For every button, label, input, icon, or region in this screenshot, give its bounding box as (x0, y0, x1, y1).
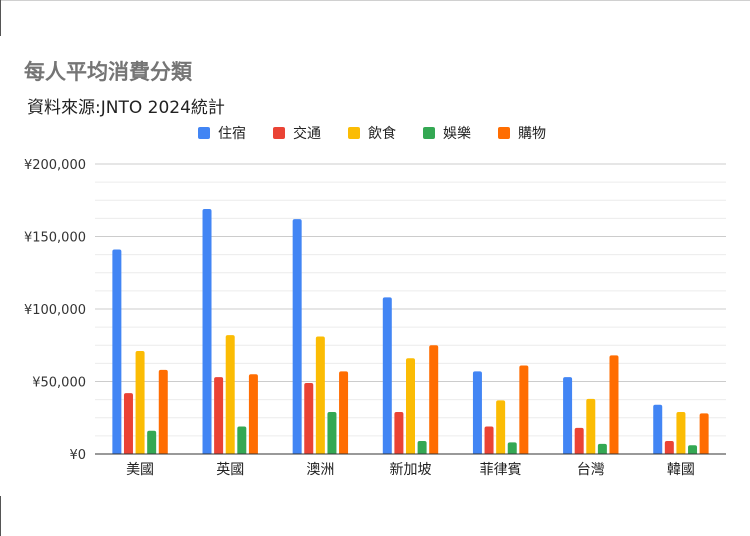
legend-label: 住宿 (218, 125, 246, 142)
bar-購物-澳洲 (339, 371, 349, 454)
y-tick-label: ¥150,000 (24, 231, 86, 246)
bar-交通-菲律賓 (484, 426, 494, 454)
bar-飲食-美國 (135, 351, 145, 454)
bar-住宿-台灣 (563, 377, 573, 454)
y-axis: ¥0 ¥50,000 ¥100,000 ¥150,000 ¥200,000 (24, 158, 86, 463)
chart-title: 每人平均消費分類 (24, 60, 192, 84)
bar-娛樂-英國 (237, 426, 247, 454)
legend-label: 飲食 (368, 125, 396, 142)
frame-left-border-bottom (0, 496, 1, 536)
legend-swatch-住宿 (198, 127, 210, 139)
legend-label: 購物 (518, 126, 546, 142)
legend-label: 娛樂 (443, 125, 471, 142)
bar-購物-菲律賓 (519, 365, 529, 454)
bar-飲食-英國 (225, 335, 235, 454)
bar-購物-台灣 (609, 355, 619, 454)
bar-飲食-台灣 (586, 398, 596, 454)
bar-娛樂-澳洲 (327, 411, 337, 454)
bar-娛樂-美國 (147, 430, 157, 454)
chart-bars (112, 208, 709, 454)
y-tick-label: ¥50,000 (32, 376, 86, 391)
x-tick-label: 澳洲 (306, 462, 334, 478)
bar-飲食-新加坡 (406, 358, 415, 454)
bar-交通-韓國 (664, 440, 674, 454)
bar-交通-新加坡 (394, 411, 404, 454)
bar-住宿-新加坡 (382, 297, 392, 454)
bar-住宿-菲律賓 (472, 371, 482, 454)
bar-飲食-菲律賓 (496, 400, 506, 454)
x-axis: 美國 英國 澳洲 新加坡 菲律賓 台灣 韓國 (95, 453, 726, 478)
x-tick-label: 韓國 (667, 462, 695, 478)
bar-購物-新加坡 (429, 345, 439, 454)
y-tick-label: ¥100,000 (24, 303, 86, 318)
x-tick-label: 台灣 (577, 462, 605, 478)
bar-交通-美國 (123, 393, 133, 454)
legend-swatch-購物 (498, 127, 510, 139)
legend-swatch-交通 (273, 127, 285, 139)
x-tick-label: 新加坡 (390, 462, 432, 478)
y-tick-label: ¥0 (69, 448, 86, 463)
bar-飲食-韓國 (676, 411, 686, 454)
bar-飲食-澳洲 (315, 336, 325, 454)
x-tick-label: 英國 (216, 461, 244, 478)
bar-購物-韓國 (699, 413, 709, 454)
bar-娛樂-新加坡 (417, 440, 427, 454)
x-tick-label: 美國 (126, 462, 154, 478)
frame-left-border-top (0, 0, 1, 36)
chart-legend: 住宿 交通 飲食 娛樂 購物 (198, 125, 546, 142)
bar-住宿-美國 (112, 249, 122, 454)
frame-top-border (0, 0, 750, 1)
legend-swatch-飲食 (348, 127, 360, 139)
bar-住宿-韓國 (653, 404, 663, 454)
chart-subtitle: 資料來源:JNTO 2024統計 (27, 98, 225, 118)
bar-住宿-英國 (202, 208, 212, 454)
bar-交通-台灣 (574, 427, 584, 454)
bar-娛樂-韓國 (688, 445, 698, 454)
x-tick-label: 菲律賓 (480, 461, 522, 478)
legend-swatch-娛樂 (423, 127, 435, 139)
bar-購物-英國 (248, 374, 258, 454)
bar-娛樂-台灣 (597, 443, 607, 454)
bar-交通-澳洲 (304, 382, 314, 454)
bar-住宿-澳洲 (292, 219, 302, 454)
bar-購物-美國 (158, 369, 168, 454)
y-tick-label: ¥200,000 (24, 158, 86, 173)
bar-娛樂-菲律賓 (507, 442, 517, 454)
bar-交通-英國 (214, 377, 224, 454)
legend-label: 交通 (293, 125, 321, 142)
